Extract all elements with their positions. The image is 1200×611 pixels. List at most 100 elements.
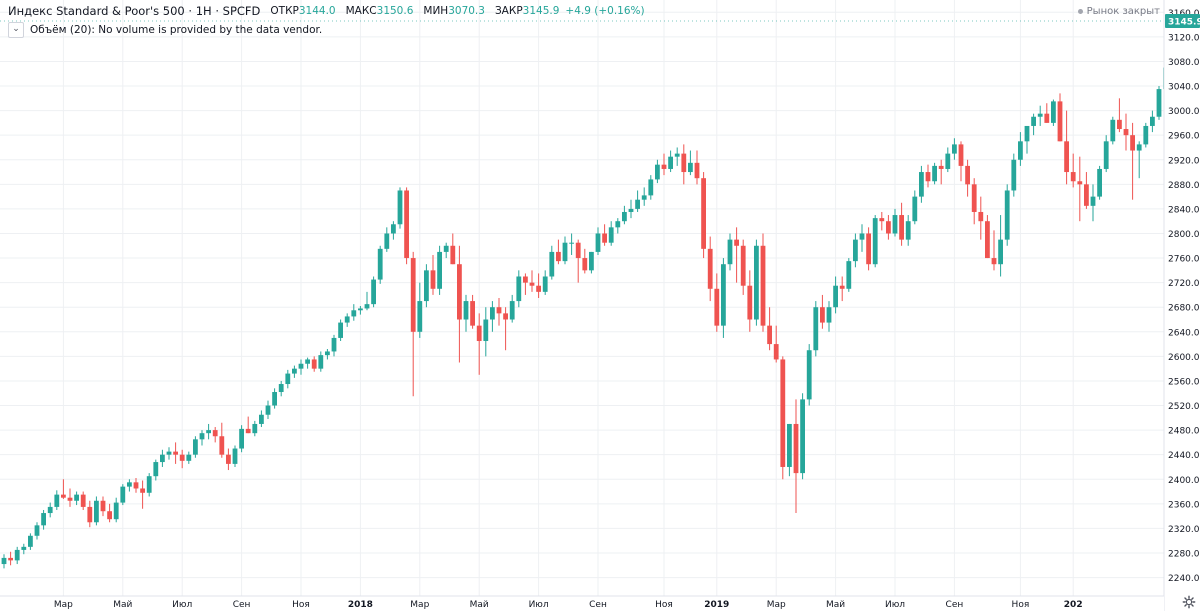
candle-body	[199, 433, 205, 440]
candle	[1084, 172, 1089, 209]
candle-body	[919, 172, 924, 197]
candle	[1031, 113, 1036, 136]
candle-body	[410, 258, 416, 332]
candle	[932, 162, 937, 185]
candle	[457, 245, 462, 363]
candle	[272, 388, 277, 409]
candle	[912, 190, 918, 225]
candle-body	[311, 359, 317, 369]
candle-body	[338, 322, 343, 338]
candle-body	[450, 245, 456, 265]
candle-body	[1004, 190, 1010, 240]
candle-body	[747, 285, 753, 320]
candle-body	[107, 511, 112, 520]
candle-body	[1057, 101, 1063, 142]
candle-body	[681, 153, 687, 173]
candle-body	[252, 423, 258, 434]
price-tick-label: 2760.0	[1168, 255, 1200, 265]
candle	[714, 273, 720, 332]
candle	[41, 509, 46, 530]
candle-body	[853, 239, 858, 262]
candle	[820, 294, 825, 329]
candle-body	[377, 248, 383, 280]
candle-body	[186, 454, 192, 461]
candle-body	[1024, 125, 1030, 142]
candle-body	[998, 239, 1003, 265]
candle-body	[866, 233, 871, 265]
candle	[364, 291, 370, 311]
chevron-down-icon[interactable]: ⌄	[8, 22, 24, 38]
candle-body	[1143, 125, 1149, 145]
candle-body	[206, 430, 211, 434]
last-price-badge	[1165, 13, 1200, 28]
candle	[826, 301, 832, 332]
candle-body	[938, 165, 944, 169]
candle	[523, 273, 528, 295]
candle	[61, 479, 66, 499]
candle	[971, 178, 977, 225]
candle-body	[113, 502, 119, 520]
price-axis-bg	[1164, 0, 1200, 611]
candle-body	[74, 494, 79, 501]
candle-body	[839, 285, 845, 289]
candle-body	[859, 233, 865, 240]
candle	[28, 533, 33, 550]
candle	[173, 442, 178, 464]
candle	[87, 500, 93, 528]
candle	[1136, 141, 1142, 179]
candle	[886, 215, 891, 240]
symbol-title[interactable]: Индекс Standard & Poor's 500 · 1H · SPCF…	[8, 4, 261, 18]
candle-body	[608, 227, 614, 243]
candle	[655, 159, 660, 184]
candle-body	[476, 325, 482, 342]
candle	[74, 491, 79, 506]
candle	[417, 282, 423, 338]
candle-body	[278, 384, 284, 393]
volume-text[interactable]: Объём (20): No volume is provided by the…	[30, 24, 323, 36]
candle-body	[397, 190, 403, 225]
candle-body	[754, 245, 759, 320]
candle-body	[153, 462, 159, 477]
candle-body	[146, 476, 152, 493]
candle-body	[714, 288, 720, 326]
change-value: +4.9 (+0.16%)	[565, 5, 645, 17]
market-status-text: Рынок закрыт	[1086, 6, 1160, 17]
time-tick-label: Мар	[54, 600, 73, 610]
candle-body	[173, 451, 178, 455]
gear-icon[interactable]	[1182, 595, 1196, 609]
candle-body	[232, 448, 238, 464]
candle	[1103, 135, 1109, 173]
candle	[747, 270, 753, 332]
candle-body	[496, 307, 502, 314]
candle	[813, 301, 819, 357]
last-price-label: 3145.9	[1168, 17, 1200, 27]
candle	[793, 399, 799, 514]
time-tick-label: Май	[826, 600, 845, 610]
candle	[206, 423, 211, 440]
candle-body	[615, 221, 621, 228]
candle-body	[971, 184, 977, 212]
candle-body	[193, 439, 198, 455]
candle	[925, 164, 931, 188]
time-tick-label: Май	[470, 600, 489, 610]
candle	[483, 307, 489, 357]
candle-body	[1156, 89, 1162, 117]
candle	[404, 187, 409, 265]
candle-body	[21, 546, 27, 550]
candle-body	[1, 557, 7, 565]
candle	[239, 425, 244, 453]
candle	[879, 211, 885, 231]
candle	[905, 215, 911, 246]
candle-body	[509, 301, 515, 320]
candle-body	[648, 179, 654, 196]
candle-body	[100, 500, 106, 512]
candle-body	[503, 313, 508, 320]
candle-body	[160, 454, 165, 463]
candle	[1051, 99, 1056, 126]
candle-body	[1064, 141, 1069, 173]
candle	[503, 307, 508, 351]
price-tick-label: 3040.0	[1168, 83, 1200, 93]
candle-body	[872, 218, 878, 265]
